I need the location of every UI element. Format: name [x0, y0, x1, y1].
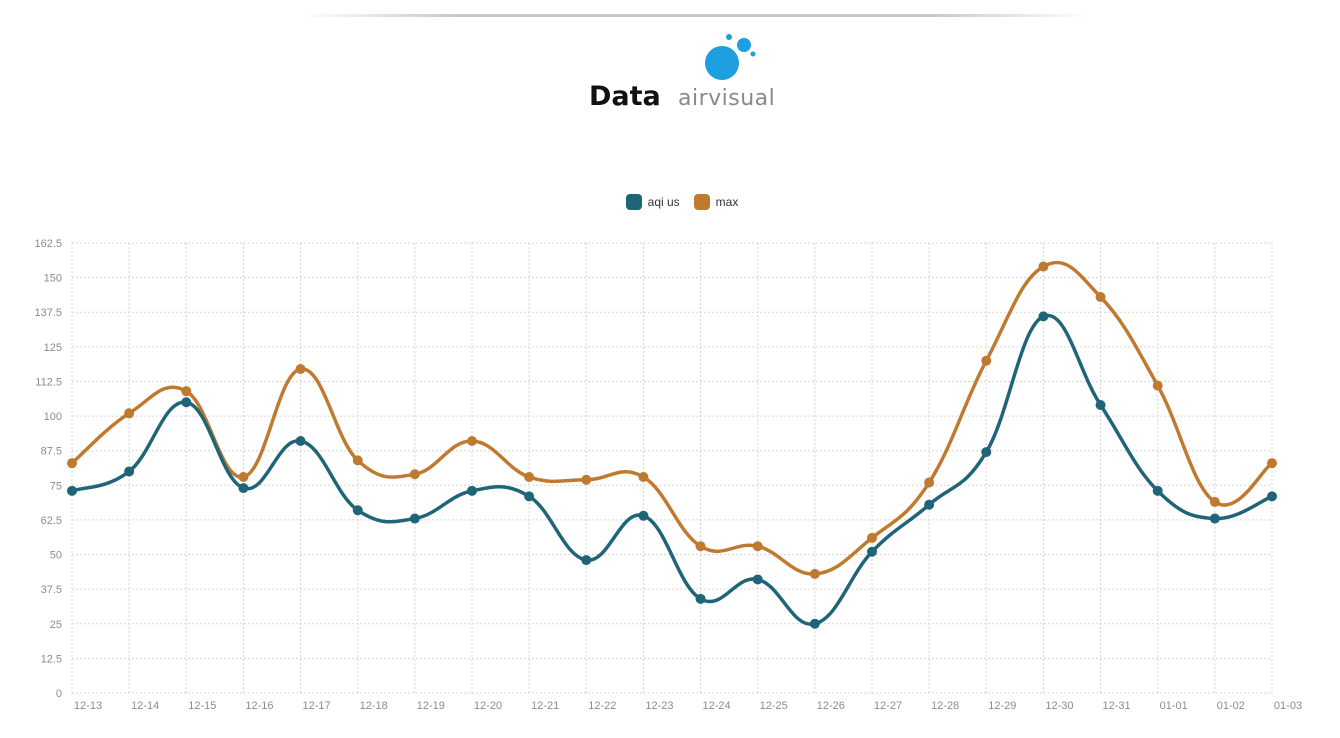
data-point-aqi-us: [752, 574, 763, 585]
legend-item-aqi-us[interactable]: aqi us: [625, 194, 680, 210]
legend-swatch-max: [693, 194, 710, 210]
x-tick-label: 12-25: [760, 700, 788, 712]
x-tick-label: 12-14: [131, 700, 159, 712]
data-point-max: [1095, 292, 1106, 302]
y-tick-label: 75: [50, 480, 62, 492]
y-tick-label: 62.5: [41, 515, 62, 527]
x-tick-label: 12-29: [988, 700, 1016, 712]
legend-swatch-aqi-us: [625, 194, 642, 210]
x-tick-label: 12-16: [245, 700, 273, 712]
x-tick-label: 12-21: [531, 700, 559, 712]
x-tick-label: 12-15: [188, 700, 216, 712]
series-line-aqi-us: [71, 313, 1273, 626]
data-point-max: [295, 364, 306, 374]
data-point-max: [181, 386, 192, 397]
x-tick-label: 12-19: [417, 700, 445, 712]
data-point-aqi-us: [981, 447, 992, 458]
y-tick-label: 50: [50, 550, 62, 562]
data-point-aqi-us: [67, 485, 77, 496]
data-point-max: [809, 568, 820, 579]
data-point-aqi-us: [524, 491, 535, 502]
x-tick-label: 12-13: [74, 700, 102, 712]
x-tick-label: 12-31: [1103, 700, 1131, 712]
data-point-max: [409, 469, 420, 480]
y-tick-label: 37.5: [41, 584, 62, 596]
airvisual-logo-icon: [705, 34, 756, 80]
data-point-max: [1209, 496, 1220, 507]
data-point-max: [981, 355, 992, 366]
y-tick-label: 0: [56, 688, 62, 700]
x-tick-label: 12-18: [360, 700, 388, 712]
data-point-max: [695, 541, 706, 552]
header-divider: [300, 14, 1090, 17]
data-point-aqi-us: [809, 618, 820, 629]
y-tick-label: 137.5: [34, 307, 62, 319]
data-label: Data: [589, 81, 661, 112]
data-point-aqi-us: [181, 397, 192, 408]
y-tick-label: 87.5: [41, 446, 62, 458]
data-point-max: [1152, 380, 1163, 391]
x-tick-label: 12-28: [931, 700, 959, 712]
series-line-max: [70, 260, 1274, 576]
x-tick-label: 12-26: [817, 700, 845, 712]
y-tick-label: 100: [44, 411, 62, 423]
data-point-aqi-us: [1152, 485, 1163, 496]
data-point-max: [524, 472, 535, 482]
x-tick-label: 12-30: [1045, 700, 1073, 712]
data-point-max: [1267, 458, 1277, 469]
x-tick-label: 12-22: [588, 700, 616, 712]
data-point-aqi-us: [352, 505, 363, 516]
data-point-aqi-us: [1038, 311, 1049, 322]
x-tick-label: 12-27: [874, 700, 902, 712]
y-tick-label: 112.5: [35, 376, 62, 388]
data-point-aqi-us: [409, 513, 420, 524]
data-point-aqi-us: [638, 510, 649, 521]
data-point-max: [238, 472, 249, 482]
y-tick-label: 12.5: [41, 653, 62, 665]
x-tick-label: 01-02: [1217, 700, 1245, 712]
x-tick-label: 12-23: [645, 700, 673, 712]
data-point-aqi-us: [1209, 513, 1220, 524]
data-point-max: [752, 541, 763, 552]
data-point-max: [467, 436, 477, 446]
chart-legend: aqi us max: [0, 194, 1340, 210]
x-tick-label: 12-24: [703, 700, 731, 712]
x-tick-label: 01-01: [1160, 700, 1188, 712]
data-point-aqi-us: [295, 436, 306, 446]
data-point-max: [867, 532, 877, 543]
data-point-max: [124, 408, 135, 419]
airvisual-logo-text: airvisual: [678, 86, 776, 111]
y-tick-label: 25: [50, 619, 62, 631]
legend-label-max: max: [715, 195, 739, 209]
data-point-max: [581, 474, 592, 485]
data-point-aqi-us: [467, 485, 477, 496]
data-point-aqi-us: [1267, 491, 1277, 502]
data-point-max: [924, 477, 935, 488]
x-tick-label: 12-17: [303, 700, 331, 712]
y-tick-label: 150: [44, 273, 62, 285]
data-point-aqi-us: [124, 466, 135, 477]
data-point-max: [352, 455, 363, 466]
data-point-max: [1038, 261, 1049, 272]
legend-item-max[interactable]: max: [693, 194, 739, 210]
legend-label-aqi-us: aqi us: [647, 195, 680, 209]
data-point-aqi-us: [695, 593, 706, 604]
data-point-aqi-us: [867, 546, 877, 557]
x-tick-label: 12-20: [474, 700, 502, 712]
x-tick-label: 01-03: [1274, 700, 1302, 712]
data-point-aqi-us: [238, 483, 249, 494]
data-point-aqi-us: [924, 499, 935, 510]
y-tick-label: 125: [44, 342, 62, 354]
data-point-aqi-us: [1095, 400, 1106, 410]
data-point-max: [638, 472, 649, 482]
y-tick-label: 162.5: [34, 238, 62, 250]
data-point-max: [67, 458, 77, 469]
data-point-aqi-us: [581, 555, 592, 566]
